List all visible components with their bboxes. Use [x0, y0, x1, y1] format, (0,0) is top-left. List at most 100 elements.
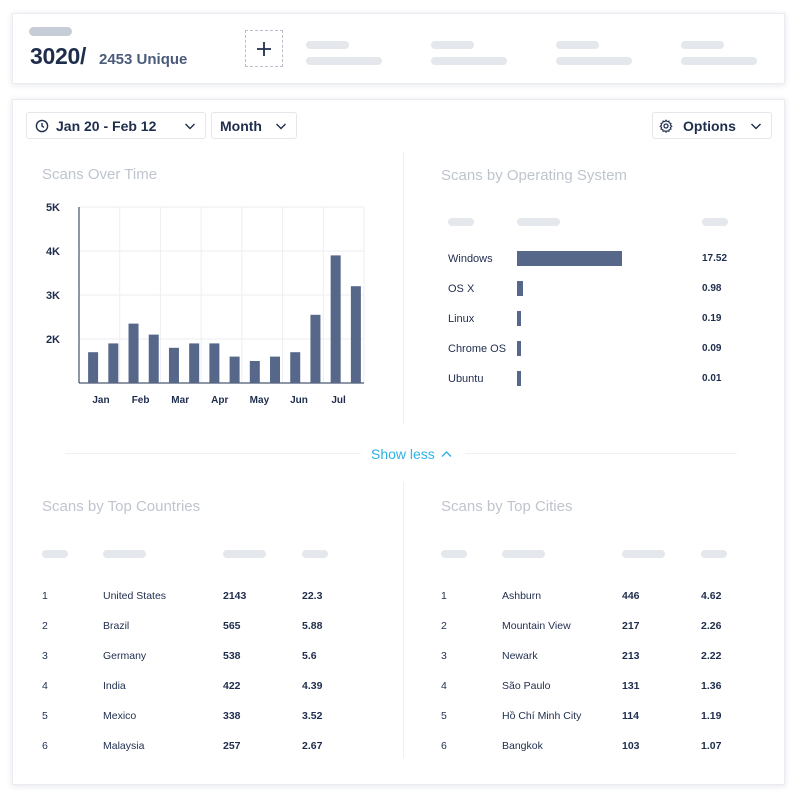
- bar: [168, 347, 179, 383]
- summary-card: 3020/ 2453 Unique: [12, 13, 785, 84]
- cities-rank: 1: [441, 590, 447, 602]
- options-label: Options: [683, 117, 736, 134]
- os-share-bar: [517, 341, 521, 356]
- bar: [330, 255, 341, 383]
- placeholder-3a: [556, 41, 599, 49]
- cities-count: 103: [622, 740, 640, 752]
- placeholder-4a: [681, 41, 724, 49]
- os-share-bar: [517, 281, 523, 296]
- countries-header-placeholder-3: [223, 550, 266, 558]
- cities-count: 213: [622, 650, 640, 662]
- os-share-bar: [517, 371, 521, 386]
- cities-pct: 1.19: [701, 710, 722, 722]
- time-chart-title: Scans Over Time: [42, 166, 158, 183]
- gear-icon: [659, 118, 673, 133]
- y-tick-label: 5K: [46, 203, 60, 214]
- x-tick-label: Jun: [290, 395, 308, 406]
- cities-count: 131: [622, 680, 640, 692]
- cities-header-placeholder-2: [502, 550, 545, 558]
- cities-rank: 6: [441, 740, 447, 752]
- y-tick-label: 3K: [46, 290, 60, 302]
- bar: [270, 356, 281, 383]
- period-select[interactable]: Month: [211, 112, 297, 139]
- os-name: Ubuntu: [448, 373, 484, 385]
- date-range-label: Jan 20 - Feb 12: [56, 117, 157, 134]
- bar: [229, 356, 240, 383]
- cities-rank: 4: [441, 680, 447, 692]
- divider-top: [403, 152, 404, 424]
- cities-rank: 2: [441, 620, 447, 632]
- countries-rank: 5: [42, 710, 48, 722]
- countries-rank: 6: [42, 740, 48, 752]
- placeholder-4b: [681, 57, 757, 65]
- x-tick-label: May: [250, 395, 270, 406]
- cities-count: 217: [622, 620, 640, 632]
- y-tick-label: 2K: [46, 334, 60, 346]
- bar: [189, 343, 200, 383]
- os-chart-title: Scans by Operating System: [441, 167, 627, 184]
- cities-count: 446: [622, 590, 640, 602]
- cities-count: 114: [622, 710, 639, 722]
- cities-pct: 1.07: [701, 740, 722, 752]
- bar: [148, 334, 159, 383]
- countries-header-placeholder-1: [42, 550, 68, 558]
- countries-name: Brazil: [103, 620, 130, 632]
- cities-header-placeholder-4: [701, 550, 727, 558]
- x-tick-label: Mar: [171, 395, 189, 406]
- os-value: 0.01: [702, 373, 722, 384]
- chevron-down-icon: [276, 123, 286, 130]
- bar: [290, 352, 301, 383]
- os-header-placeholder-1: [448, 218, 474, 226]
- bar: [209, 343, 220, 383]
- cities-header-placeholder-1: [441, 550, 467, 558]
- countries-pct: 5.88: [302, 620, 323, 632]
- placeholder-3b: [556, 57, 632, 65]
- chevron-up-icon: [441, 451, 452, 457]
- countries-count: 257: [223, 740, 241, 752]
- summary-label-placeholder: [29, 27, 72, 36]
- analytics-card: Jan 20 - Feb 12 Month Options Scans Over…: [12, 99, 785, 785]
- show-less-toggle[interactable]: Show less: [371, 446, 452, 462]
- x-tick-label: Apr: [211, 395, 228, 406]
- countries-rank: 3: [42, 650, 48, 662]
- placeholder-1a: [306, 41, 349, 49]
- add-widget-button[interactable]: [245, 30, 283, 67]
- date-range-select[interactable]: Jan 20 - Feb 12: [26, 112, 206, 139]
- cities-rank: 5: [441, 710, 447, 722]
- total-scans: 3020/: [30, 43, 87, 69]
- os-name: Linux: [448, 313, 475, 325]
- cities-header-placeholder-3: [622, 550, 665, 558]
- countries-count: 538: [223, 650, 241, 662]
- cities-title: Scans by Top Cities: [441, 498, 573, 515]
- bar: [310, 314, 321, 383]
- os-value: 0.19: [702, 313, 722, 324]
- bar: [108, 343, 119, 383]
- countries-rank: 4: [42, 680, 48, 692]
- countries-pct: 3.52: [302, 710, 323, 722]
- period-label: Month: [220, 117, 262, 134]
- os-name: Windows: [448, 253, 493, 265]
- cities-name: Bangkok: [502, 740, 543, 752]
- placeholder-2b: [431, 57, 507, 65]
- cities-pct: 2.26: [701, 620, 722, 632]
- clock-icon: [35, 119, 49, 132]
- cities-name: Newark: [502, 650, 538, 662]
- show-less-label: Show less: [371, 446, 435, 462]
- os-value: 17.52: [702, 253, 728, 264]
- cities-name: São Paulo: [502, 680, 551, 692]
- options-select[interactable]: Options: [652, 112, 772, 139]
- cities-name: Mountain View: [502, 620, 571, 632]
- cities-pct: 4.62: [701, 590, 722, 602]
- countries-name: Mexico: [103, 710, 137, 722]
- y-tick-label: 4K: [46, 246, 60, 258]
- countries-title: Scans by Top Countries: [42, 498, 201, 515]
- x-tick-label: Jul: [331, 395, 346, 406]
- countries-count: 565: [223, 620, 241, 632]
- countries-name: United States: [103, 590, 167, 602]
- chevron-down-icon: [185, 123, 195, 130]
- os-name: Chrome OS: [448, 343, 507, 355]
- x-tick-label: Jan: [92, 395, 109, 406]
- countries-name: India: [103, 680, 126, 692]
- os-share-bar: [517, 251, 622, 266]
- countries-name: Malaysia: [103, 740, 145, 752]
